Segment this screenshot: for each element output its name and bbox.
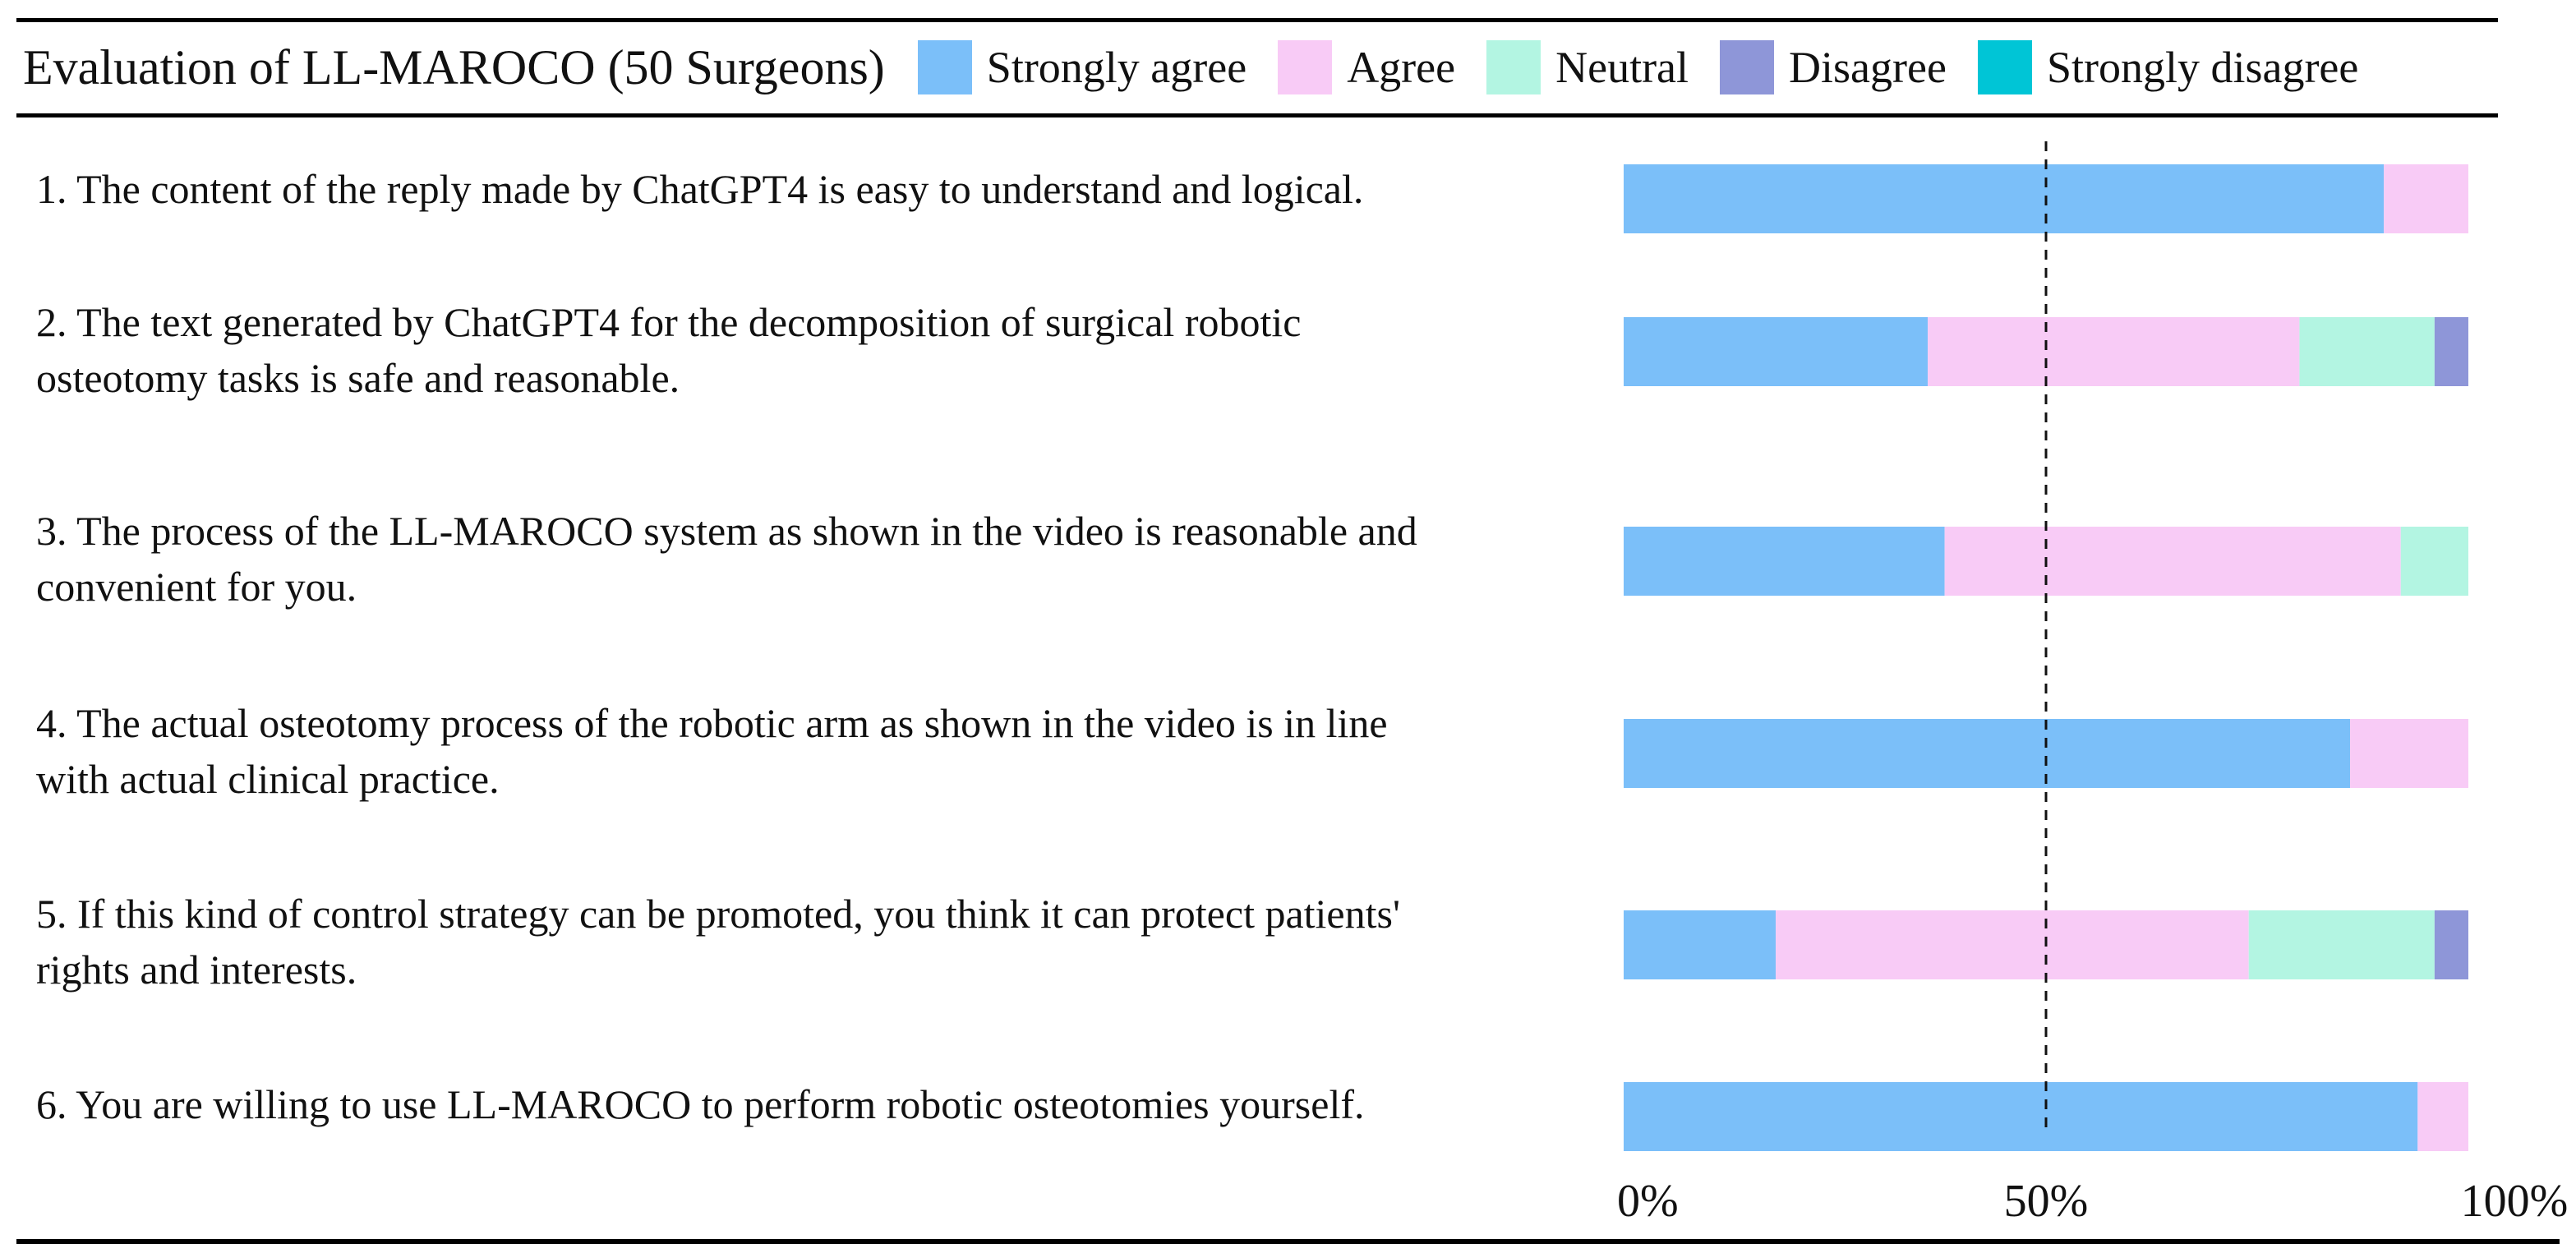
question-label-line: with actual clinical practice.: [36, 756, 500, 802]
question-label-line: 4. The actual osteotomy process of the r…: [36, 700, 1388, 746]
legend-label: Agree: [1347, 43, 1456, 92]
legend-item: Strongly disagree: [1977, 40, 2359, 94]
question-label-line: osteotomy tasks is safe and reasonable.: [36, 355, 680, 401]
question-label-line: 3. The process of the LL-MAROCO system a…: [36, 508, 1417, 554]
question-label-line: 6. You are willing to use LL-MAROCO to p…: [36, 1081, 1365, 1127]
bar-segment: [1624, 527, 1945, 596]
bottom-rule: [16, 1239, 2560, 1244]
chart-header: Evaluation of LL-MAROCO (50 Surgeons) St…: [23, 26, 2389, 108]
question-label-line: convenient for you.: [36, 564, 357, 610]
legend-item: Disagree: [1720, 40, 1947, 94]
legend-swatch: [1278, 40, 1333, 94]
legend-label: Disagree: [1789, 43, 1947, 92]
bar-segment: [1776, 910, 2249, 979]
legend-item: Agree: [1278, 40, 1455, 94]
header-rule: [16, 113, 2498, 117]
bar-segment: [2434, 317, 2468, 386]
question-label: 4. The actual osteotomy process of the r…: [36, 695, 1614, 807]
bar-segment: [2299, 317, 2435, 386]
question-label: 3. The process of the LL-MAROCO system a…: [36, 503, 1614, 615]
legend-swatch: [917, 40, 972, 94]
bar-segment: [2434, 910, 2468, 979]
legend-swatch: [1977, 40, 2032, 94]
question-label: 6. You are willing to use LL-MAROCO to p…: [36, 1076, 1614, 1132]
bar-segment: [1624, 164, 2385, 233]
legend-label: Neutral: [1555, 43, 1689, 92]
bar-segment: [2384, 164, 2468, 233]
legend-item: Strongly agree: [917, 40, 1247, 94]
bar-segment: [1928, 317, 2300, 386]
x-tick-label: 50%: [2004, 1176, 2089, 1227]
question-label: 5. If this kind of control strategy can …: [36, 886, 1614, 997]
top-rule: [16, 18, 2498, 22]
bar-segment: [1624, 317, 1929, 386]
bar-segment: [2400, 527, 2468, 596]
bar-segment: [2350, 719, 2468, 788]
legend-label: Strongly agree: [986, 43, 1247, 92]
legend-item: Neutral: [1486, 40, 1689, 94]
legend: Strongly agree Agree Neutral Disagree Strong…: [917, 40, 2390, 94]
chart-title: Evaluation of LL-MAROCO (50 Surgeons): [23, 39, 885, 94]
legend-label: Strongly disagree: [2046, 43, 2359, 92]
bar-segment: [2417, 1082, 2468, 1151]
bar-segment: [1624, 910, 1776, 979]
question-label-line: 5. If this kind of control strategy can …: [36, 891, 1400, 937]
legend-swatch: [1486, 40, 1541, 94]
question-label-line: rights and interests.: [36, 947, 357, 993]
question-label: 1. The content of the reply made by Chat…: [36, 161, 1614, 217]
legend-swatch: [1720, 40, 1775, 94]
bar-segment: [1944, 527, 2401, 596]
bar-segment: [1624, 719, 2351, 788]
question-label-line: 2. The text generated by ChatGPT4 for th…: [36, 299, 1302, 345]
x-tick-label: 0%: [1617, 1176, 1679, 1227]
bar-segment: [2248, 910, 2435, 979]
bar-segment: [1624, 1082, 2418, 1151]
question-label-line: 1. The content of the reply made by Chat…: [36, 166, 1364, 212]
question-label: 2. The text generated by ChatGPT4 for th…: [36, 294, 1614, 406]
x-tick-label: 100%: [2461, 1176, 2569, 1227]
